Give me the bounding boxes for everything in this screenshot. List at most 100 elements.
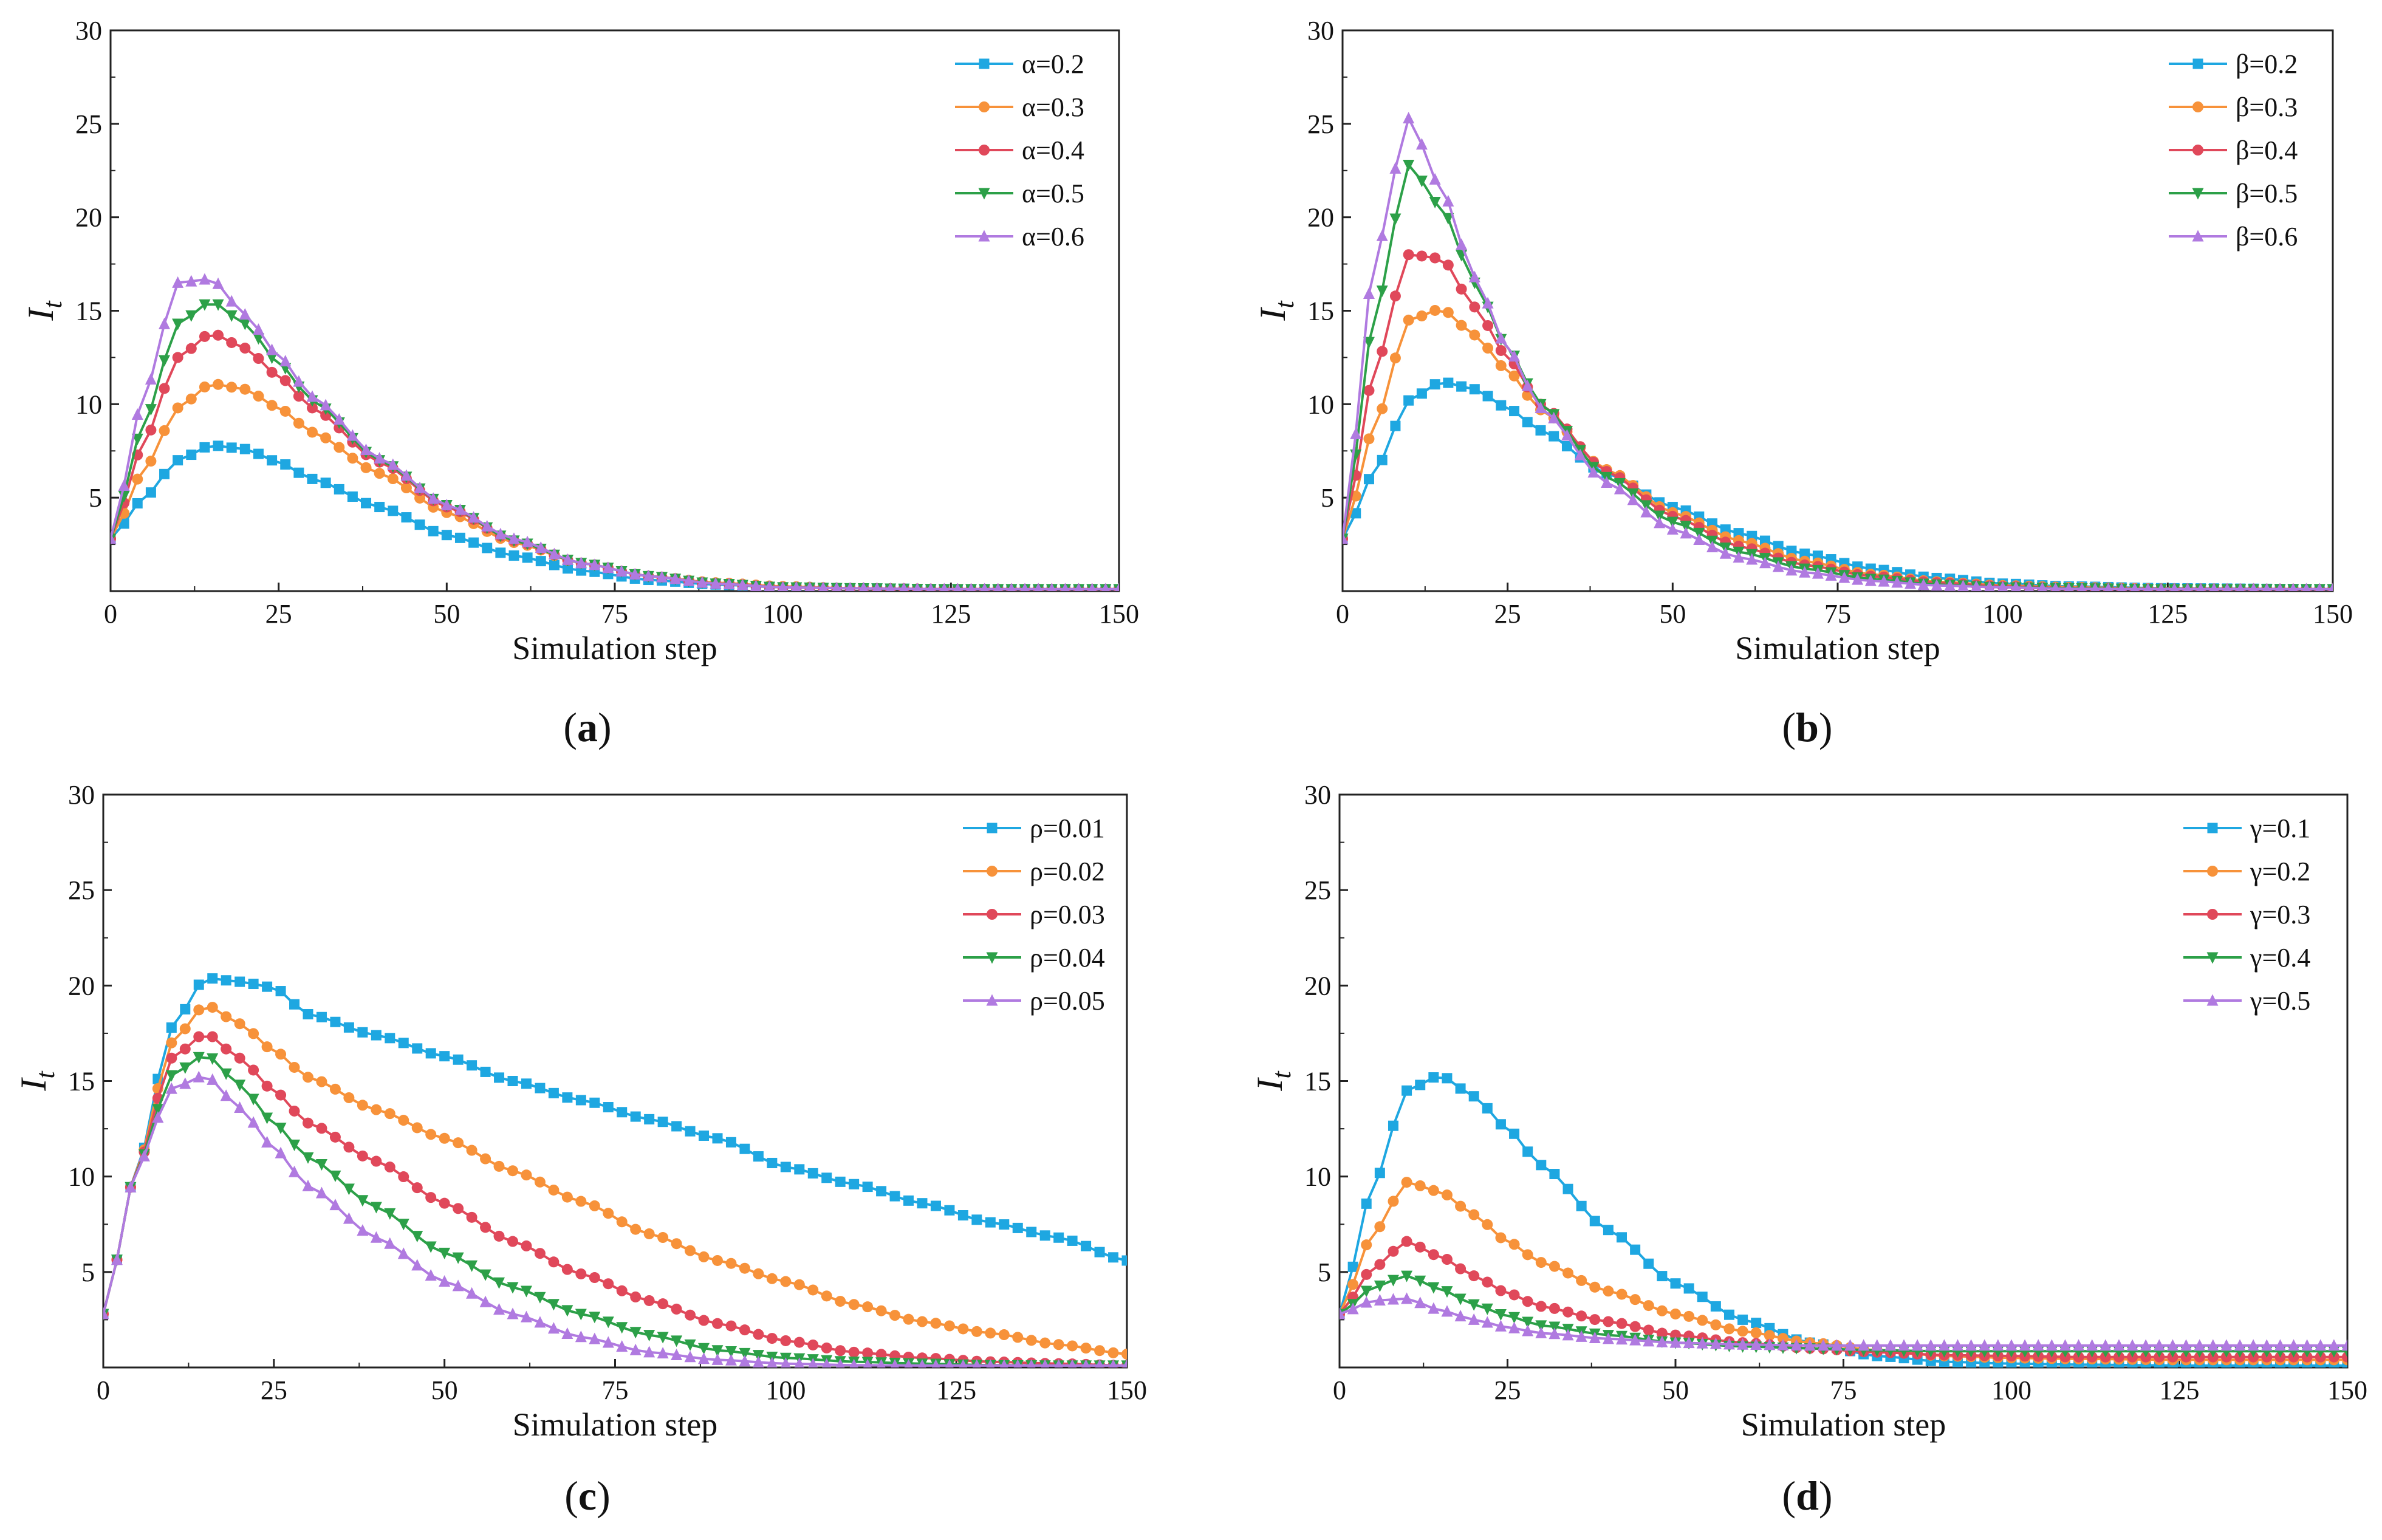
- series-marker: [1360, 1296, 1372, 1308]
- series-marker: [172, 402, 183, 414]
- series-marker: [629, 1327, 642, 1339]
- series-marker: [2274, 1339, 2286, 1351]
- series-marker: [173, 455, 183, 466]
- series-marker: [943, 1320, 955, 1332]
- series-marker: [220, 1068, 232, 1080]
- series-marker: [207, 973, 218, 984]
- caption-open-paren: (: [564, 1473, 578, 1519]
- series-marker: [2086, 1339, 2098, 1351]
- y-tick-label: 15: [75, 296, 102, 326]
- series-marker: [1561, 429, 1573, 441]
- series-marker: [1666, 522, 1679, 535]
- series-marker: [1456, 238, 1468, 250]
- series-marker: [1442, 194, 1454, 207]
- series-marker: [1374, 1294, 1386, 1306]
- series-marker: [1812, 567, 1824, 579]
- series-marker: [289, 1105, 300, 1117]
- series-marker: [1952, 1339, 1964, 1351]
- series-marker: [973, 1359, 981, 1367]
- series-marker: [494, 1072, 505, 1083]
- y-tick-label: 30: [1304, 780, 1331, 810]
- legend-item: ρ=0.03: [963, 900, 1105, 929]
- series-marker: [226, 382, 238, 393]
- legend-label: γ=0.3: [2250, 900, 2310, 929]
- series-marker: [152, 1111, 164, 1123]
- series-marker: [397, 1247, 409, 1259]
- series-marker: [266, 352, 278, 364]
- series-marker: [2302, 583, 2311, 591]
- series-marker: [1535, 1301, 1547, 1312]
- caption-close-paren: ): [598, 704, 612, 750]
- series-marker: [374, 452, 386, 464]
- series-marker: [1589, 1281, 1601, 1293]
- series-marker: [630, 1111, 641, 1122]
- series-2: [1340, 1177, 2347, 1366]
- series-group: [103, 973, 1127, 1367]
- series-marker: [903, 1313, 914, 1325]
- series-marker: [1361, 1268, 1372, 1280]
- series-5: [1343, 112, 2333, 591]
- series-marker: [468, 537, 479, 548]
- series-line: [111, 383, 1119, 590]
- series-marker: [1670, 1308, 1681, 1319]
- series-marker: [302, 1152, 314, 1164]
- series-marker: [712, 1133, 723, 1144]
- series-marker: [1576, 1200, 1587, 1211]
- series-line: [103, 1056, 1127, 1367]
- y-axis-title-sub: t: [1270, 300, 1299, 309]
- series-line: [111, 278, 1119, 590]
- series-marker: [1068, 1359, 1076, 1367]
- series-marker: [452, 1279, 464, 1292]
- series-marker: [193, 1031, 205, 1042]
- y-axis-title: It: [21, 300, 67, 321]
- series-group: [1343, 112, 2333, 591]
- series-marker: [248, 979, 259, 990]
- series-marker: [1363, 337, 1375, 349]
- y-tick-label: 15: [68, 1067, 95, 1097]
- series-marker: [266, 400, 278, 411]
- series-marker: [1759, 535, 1770, 546]
- legend-label: α=0.2: [1022, 49, 1084, 79]
- series-marker: [1643, 1258, 1654, 1269]
- series-marker: [2032, 1339, 2044, 1351]
- series-marker: [179, 1077, 191, 1089]
- series-marker: [1654, 510, 1666, 522]
- series-marker: [1441, 1254, 1453, 1265]
- series-marker: [1825, 569, 1837, 581]
- series-marker: [185, 393, 197, 405]
- series-marker: [467, 1060, 477, 1071]
- series-marker: [165, 1070, 177, 1082]
- series-marker: [603, 1102, 614, 1113]
- series-marker: [207, 1002, 218, 1013]
- series-marker: [1061, 583, 1070, 591]
- series-marker: [1495, 1232, 1507, 1244]
- series-marker: [617, 1107, 628, 1118]
- series-marker: [1777, 1338, 1789, 1350]
- series-marker: [1495, 1285, 1507, 1296]
- series-marker: [986, 1359, 995, 1367]
- series-marker: [767, 1357, 778, 1367]
- legend-item: β=0.3: [2169, 92, 2298, 122]
- series-marker: [2077, 582, 2087, 591]
- series-marker: [1925, 1339, 1937, 1351]
- series-marker: [657, 1347, 669, 1359]
- series-marker: [725, 1346, 737, 1358]
- series-marker: [725, 1137, 736, 1148]
- series-marker: [414, 492, 426, 504]
- series-marker: [266, 366, 278, 378]
- series-marker: [239, 318, 251, 330]
- y-axis-title: It: [13, 1070, 60, 1092]
- series-line: [1340, 1297, 2347, 1347]
- series-marker: [1468, 1299, 1480, 1311]
- series-marker: [253, 391, 264, 402]
- legend-marker: [2192, 101, 2203, 112]
- legend-marker: [978, 230, 990, 242]
- series-marker: [1416, 250, 1428, 262]
- series-marker: [821, 1290, 832, 1302]
- series-marker: [889, 1191, 900, 1202]
- series-marker: [1428, 1185, 1439, 1196]
- series-marker: [234, 1080, 246, 1092]
- series-marker: [221, 975, 231, 986]
- series-marker: [1456, 381, 1467, 392]
- series-marker: [2117, 583, 2126, 591]
